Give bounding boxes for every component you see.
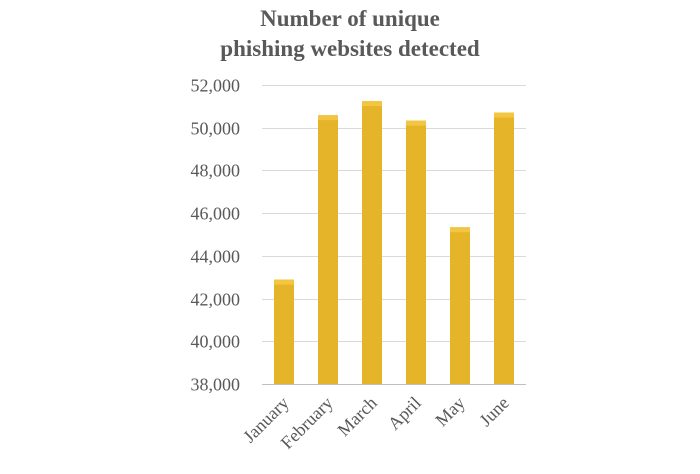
bar xyxy=(362,101,382,385)
chart-title-line-1: Number of unique xyxy=(260,6,440,31)
bar-may xyxy=(450,227,470,384)
y-tick-label: 38,000 xyxy=(191,375,241,395)
bar xyxy=(406,120,426,384)
y-axis-labels: 38,000 40,000 42,000 44,000 46,000 48,000 50,0… xyxy=(191,76,241,395)
bar-march xyxy=(362,101,382,385)
bar xyxy=(450,227,470,384)
y-tick-label: 50,000 xyxy=(191,119,241,139)
y-tick-label: 52,000 xyxy=(191,76,241,96)
y-tick-label: 40,000 xyxy=(191,332,241,352)
y-tick-label: 48,000 xyxy=(191,161,241,181)
chart-title: Number of unique phishing websites detec… xyxy=(0,4,700,64)
bar-february xyxy=(318,115,338,384)
bar-cap xyxy=(406,120,426,126)
bar-cap xyxy=(362,101,382,107)
bars xyxy=(274,101,514,385)
bar xyxy=(318,115,338,384)
bar-april xyxy=(406,120,426,384)
bar-cap xyxy=(274,279,294,285)
bar-cap xyxy=(450,227,470,233)
bar xyxy=(494,112,514,384)
gridlines xyxy=(262,85,526,385)
x-tick-label: May xyxy=(431,393,468,430)
bar-cap xyxy=(318,115,338,121)
chart-title-line-2: phishing websites detected xyxy=(220,36,480,61)
y-tick-label: 46,000 xyxy=(191,204,241,224)
bar-january xyxy=(274,279,294,384)
bar-cap xyxy=(494,112,514,118)
y-tick-label: 42,000 xyxy=(191,290,241,310)
bar xyxy=(274,279,294,384)
bar-june xyxy=(494,112,514,384)
x-tick-label: March xyxy=(333,393,380,440)
x-tick-label: June xyxy=(475,393,512,430)
y-tick-label: 44,000 xyxy=(191,247,241,267)
x-tick-label: April xyxy=(384,393,425,434)
